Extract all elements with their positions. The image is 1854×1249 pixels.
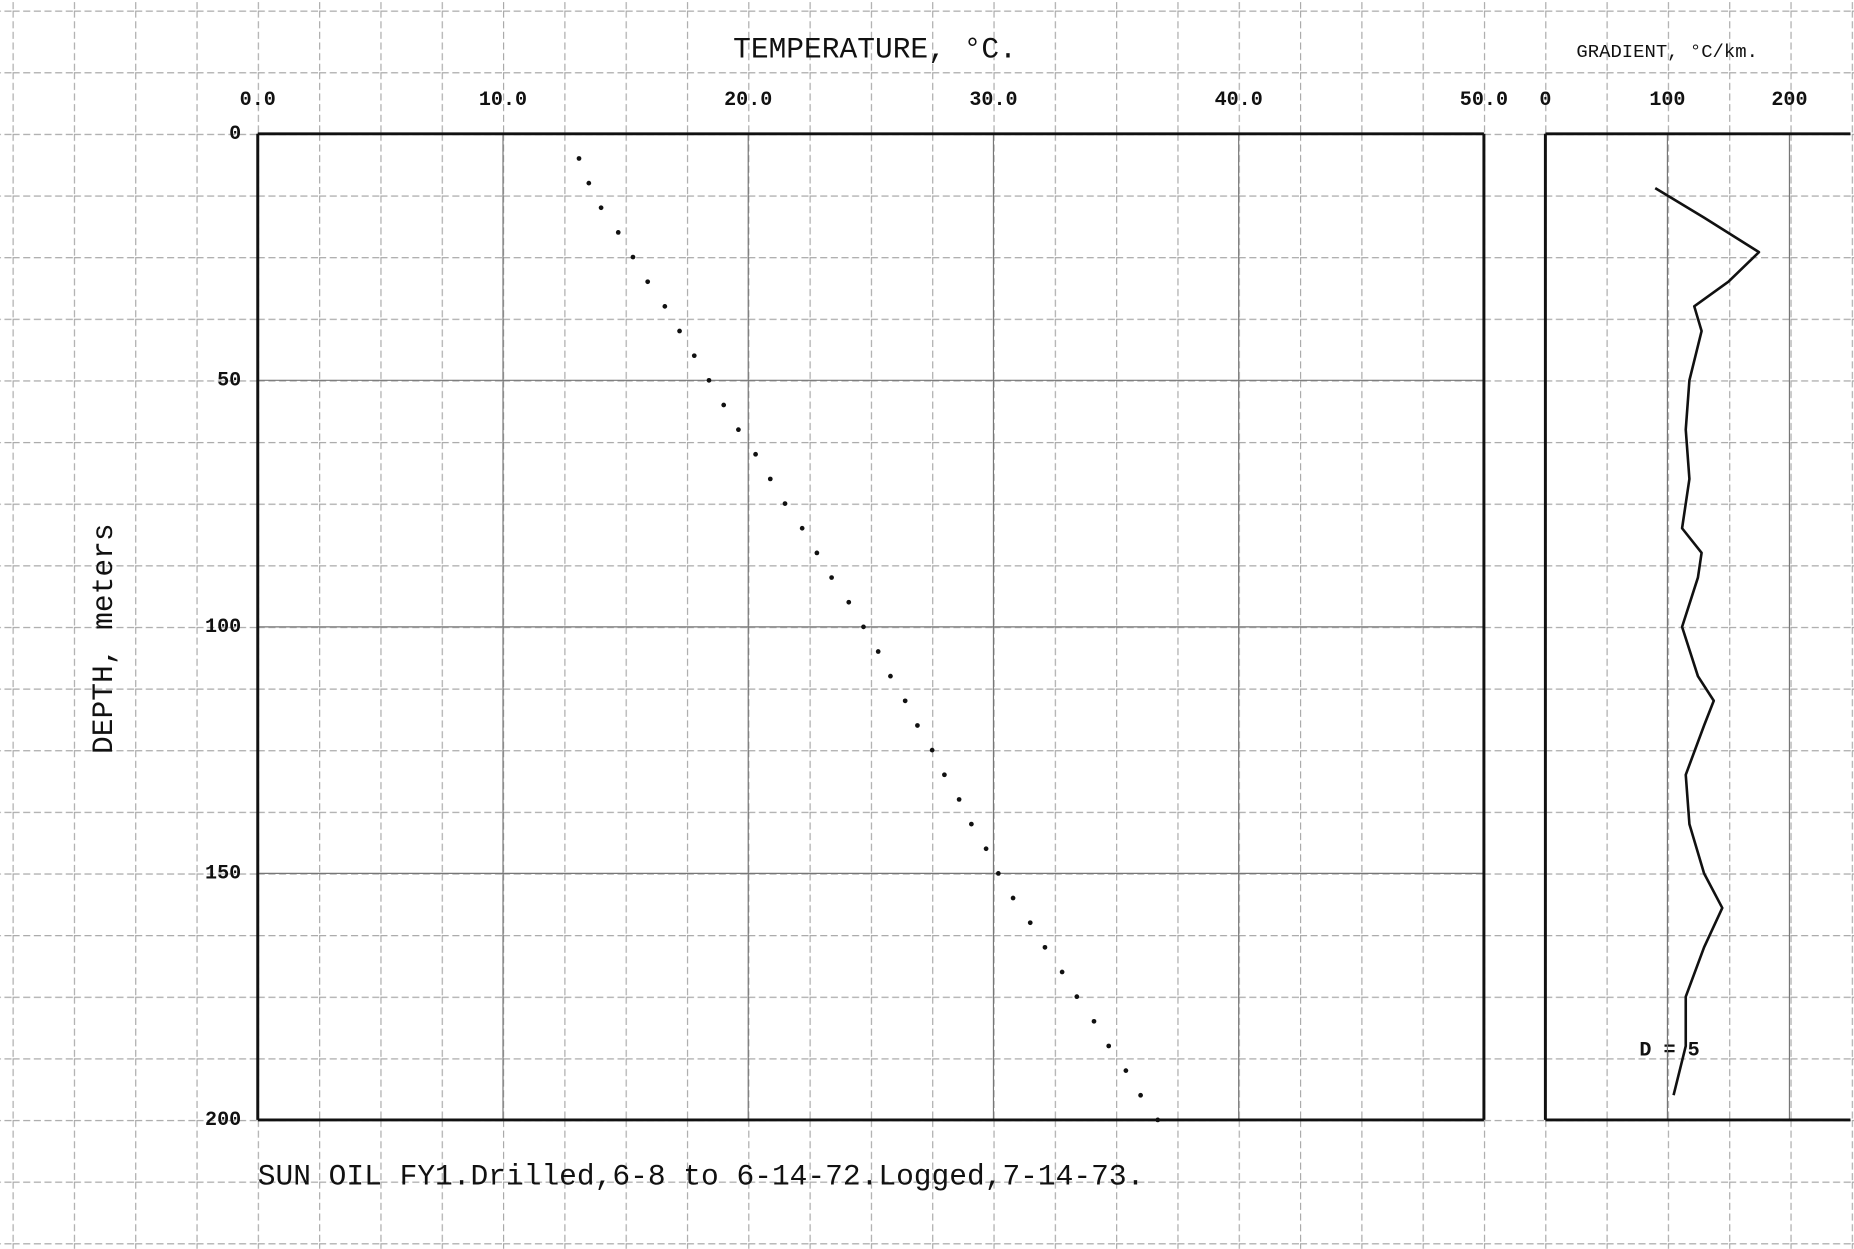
x-tick-label: 100 — [1649, 89, 1685, 112]
y-axis-label: DEPTH, meters — [87, 523, 121, 754]
data-point — [706, 377, 712, 383]
data-point — [875, 649, 881, 654]
data-point — [1042, 944, 1048, 950]
x-tick-label: 200 — [1771, 89, 1807, 112]
data-point — [799, 525, 805, 531]
data-point — [1027, 920, 1033, 926]
x-tick-label: 0.0 — [240, 89, 276, 112]
data-point — [677, 328, 682, 334]
data-point — [846, 599, 852, 605]
x-tick-label: 0 — [1539, 89, 1551, 112]
data-point — [888, 673, 893, 679]
data-point — [861, 624, 866, 630]
data-point — [1010, 895, 1016, 901]
data-point — [995, 871, 1001, 876]
data-point — [956, 797, 962, 802]
chart-title: GRADIENT, °C/km. — [1576, 41, 1758, 63]
data-point — [915, 723, 920, 728]
data-point — [929, 747, 935, 753]
data-point — [1059, 969, 1065, 975]
data-point — [645, 279, 651, 285]
chart-title: TEMPERATURE, °C. — [733, 33, 1017, 67]
x-tick-label: 10.0 — [479, 89, 527, 112]
data-point — [1091, 1018, 1097, 1024]
data-point — [1106, 1043, 1112, 1049]
data-point — [1138, 1092, 1143, 1098]
data-point — [1074, 994, 1080, 1000]
data-point — [691, 353, 697, 359]
annotation: D = 5 — [1639, 1039, 1699, 1062]
data-point — [753, 451, 758, 457]
data-point — [1155, 1117, 1161, 1123]
data-point — [576, 156, 582, 161]
data-point — [662, 304, 668, 309]
data-point — [942, 772, 947, 778]
data-point — [1123, 1068, 1129, 1073]
data-point — [782, 501, 788, 506]
gradient-line — [1654, 186, 1761, 1096]
y-tick-label: 0 — [229, 123, 241, 146]
data-point — [983, 846, 989, 852]
x-tick-label: 30.0 — [969, 89, 1017, 112]
y-tick-label: 150 — [205, 863, 241, 886]
y-tick-label: 50 — [217, 370, 241, 393]
x-tick-label: 40.0 — [1215, 89, 1263, 112]
x-tick-label: 20.0 — [724, 89, 772, 112]
data-point — [598, 205, 604, 211]
footer-note: SUN OIL FY1.Drilled,6-8 to 6-14-72.Logge… — [258, 1159, 1145, 1193]
data-point — [736, 427, 741, 433]
data-point — [767, 476, 773, 482]
data-point — [902, 698, 908, 704]
data-point — [630, 254, 636, 260]
data-point — [969, 821, 974, 827]
data-point — [829, 575, 834, 580]
x-tick-label: 50.0 — [1460, 89, 1508, 112]
data-point — [721, 402, 727, 408]
data-point — [615, 230, 621, 235]
data-point — [586, 180, 592, 186]
y-tick-label: 200 — [205, 1109, 241, 1132]
y-tick-label: 100 — [205, 616, 241, 639]
data-point — [814, 550, 820, 556]
